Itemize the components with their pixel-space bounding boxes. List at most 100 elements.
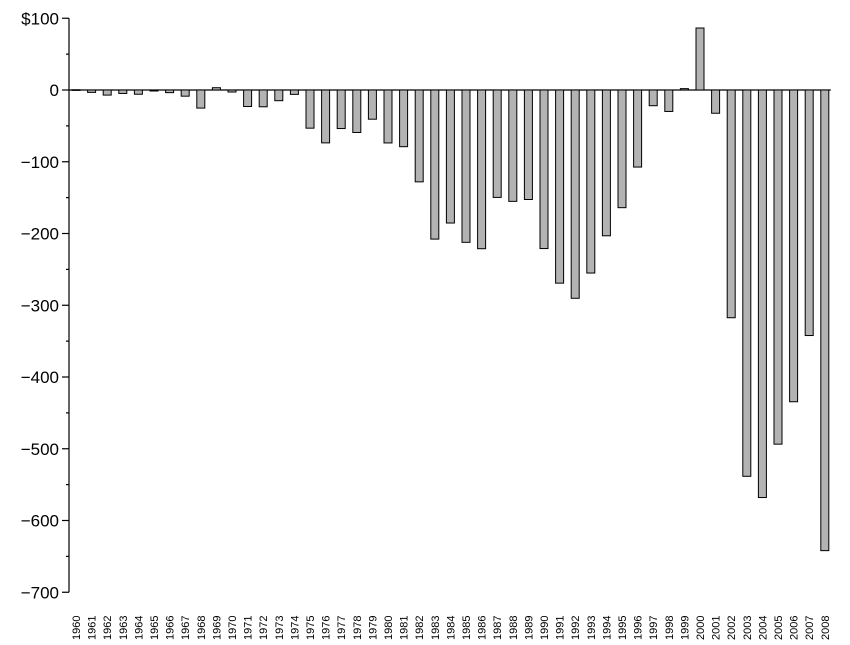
x-tick-label: 1999 — [679, 616, 691, 640]
x-tick-label: 1982 — [414, 616, 426, 640]
y-tick-label: −700 — [21, 583, 59, 602]
y-tick-label: $100 — [21, 9, 59, 28]
x-tick-label: 1981 — [399, 616, 411, 640]
x-tick-label: 1964 — [133, 616, 145, 640]
x-tick-label: 1977 — [336, 616, 348, 640]
x-tick-label: 1979 — [367, 616, 379, 640]
x-tick-label: 1998 — [664, 616, 676, 640]
bar-1979 — [367, 89, 377, 120]
x-tick-label: 1984 — [445, 616, 457, 640]
x-tick-label: 1960 — [71, 616, 83, 640]
bar-2001 — [711, 89, 721, 114]
bar-1985 — [461, 89, 471, 243]
bar-1972 — [258, 89, 268, 108]
x-tick-label: 2008 — [820, 616, 832, 640]
bar-1977 — [336, 89, 346, 130]
bar-2003 — [742, 89, 752, 477]
bar-2007 — [804, 89, 814, 337]
x-tick-label: 1990 — [539, 616, 551, 640]
x-tick-label: 1991 — [555, 616, 567, 640]
x-tick-label: 1996 — [633, 616, 645, 640]
x-tick-label: 2007 — [804, 616, 816, 640]
bar-1961 — [87, 89, 97, 93]
x-tick-label: 2001 — [711, 616, 723, 640]
x-tick-label: 1994 — [601, 616, 613, 640]
x-tick-label: 1974 — [289, 616, 301, 640]
bar-1997 — [648, 89, 658, 107]
x-tick-label: 1972 — [258, 616, 270, 640]
bar-1990 — [539, 89, 549, 250]
y-axis: $100 0 −100 −200 −300 −400 −500 −600 −700 — [21, 9, 70, 602]
x-tick-label: 2003 — [742, 616, 754, 640]
bar-1992 — [570, 89, 580, 299]
y-tick-label: −100 — [21, 153, 59, 172]
bar-1974 — [289, 89, 299, 95]
x-tick-label: 1993 — [586, 616, 598, 640]
bar-1970 — [227, 89, 237, 93]
bar-1963 — [118, 89, 128, 94]
bar-1989 — [523, 89, 533, 200]
x-tick-label: 1969 — [211, 616, 223, 640]
x-tick-label: 2006 — [789, 616, 801, 640]
bar-1960 — [71, 89, 81, 91]
bar-1966 — [165, 89, 175, 94]
x-tick-label: 1980 — [383, 616, 395, 640]
bar-1978 — [352, 89, 362, 133]
x-tick-label: 1986 — [477, 616, 489, 640]
y-tick-label: −600 — [21, 512, 59, 531]
x-tick-label: 1976 — [321, 616, 333, 640]
x-tick-label: 1987 — [492, 616, 504, 640]
x-tick-label: 1989 — [523, 616, 535, 640]
x-tick-label: 2000 — [695, 616, 707, 640]
x-tick-label: 1965 — [149, 616, 161, 640]
x-tick-label: 1997 — [648, 616, 660, 640]
bar-2004 — [757, 89, 767, 499]
y-tick-label: −400 — [21, 368, 59, 387]
bar-1987 — [492, 89, 502, 198]
bar-1967 — [180, 89, 190, 97]
x-tick-label: 1963 — [118, 616, 130, 640]
bar-1982 — [414, 89, 424, 183]
bar-2006 — [789, 89, 799, 403]
bar-1996 — [633, 89, 643, 168]
bars — [69, 27, 831, 552]
bar-1999 — [679, 88, 689, 91]
bar-1991 — [555, 89, 565, 284]
bar-1984 — [445, 89, 455, 224]
x-tick-label: 1967 — [180, 616, 192, 640]
y-tick-label: −300 — [21, 296, 59, 315]
x-tick-label: 1961 — [87, 616, 99, 640]
bar-1988 — [508, 89, 518, 202]
y-tick-label: −500 — [21, 440, 59, 459]
x-tick-label: 1983 — [430, 616, 442, 640]
bar-1993 — [586, 89, 596, 274]
x-tick-label: 1971 — [243, 616, 255, 640]
bar-1980 — [383, 89, 393, 144]
x-tick-label: 1978 — [352, 616, 364, 640]
bar-1976 — [321, 89, 331, 144]
x-tick-label: 1985 — [461, 616, 473, 640]
x-axis: 1960 1961 1962 1963 1964 1965 1966 1967 1968 1969… — [71, 616, 832, 640]
bar-1998 — [664, 89, 674, 112]
x-tick-label: 1970 — [227, 616, 239, 640]
x-tick-label: 2005 — [773, 616, 785, 640]
bar-2002 — [726, 89, 736, 319]
x-tick-label: 2002 — [726, 616, 738, 640]
x-tick-label: 1968 — [196, 616, 208, 640]
bar-1964 — [133, 89, 143, 95]
bar-2005 — [773, 89, 783, 445]
bar-1995 — [617, 89, 627, 209]
bar-1962 — [102, 89, 112, 96]
bar-1969 — [211, 87, 221, 91]
bar-2000 — [695, 27, 705, 91]
bar-1968 — [196, 89, 206, 109]
x-tick-label: 1988 — [508, 616, 520, 640]
y-tick-label: −200 — [21, 225, 59, 244]
x-tick-label: 1962 — [102, 616, 114, 640]
bar-1975 — [305, 89, 315, 129]
bar-1994 — [601, 89, 611, 237]
bar-1986 — [477, 89, 487, 250]
x-tick-label: 1995 — [617, 616, 629, 640]
bar-1965 — [149, 89, 159, 92]
